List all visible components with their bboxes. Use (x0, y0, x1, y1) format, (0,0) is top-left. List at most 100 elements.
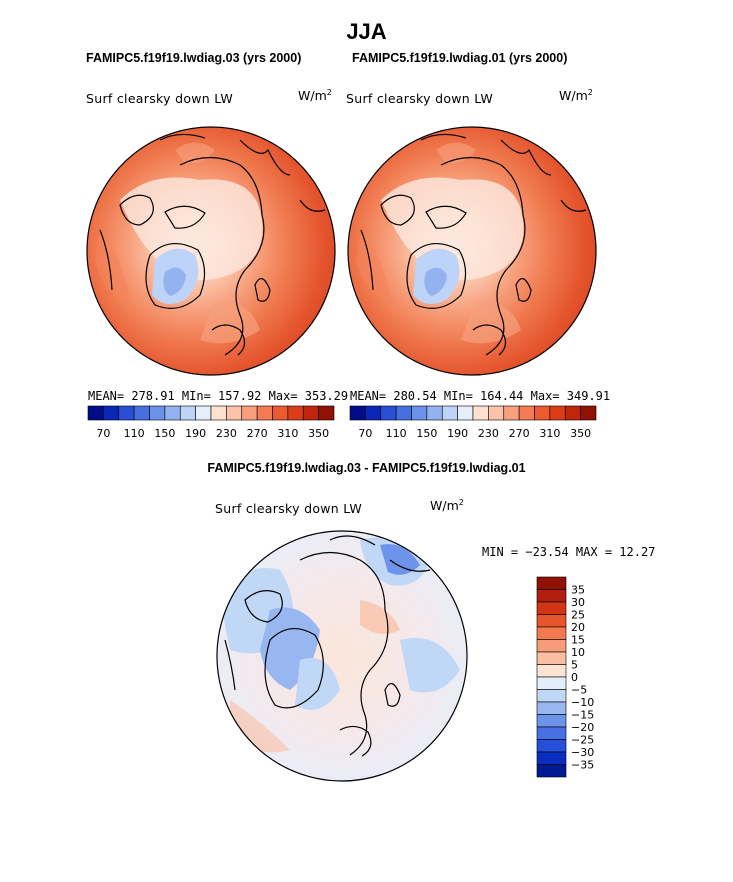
colorbar-tick-label: 15 (571, 634, 585, 647)
colorbar-swatch (536, 689, 567, 703)
colorbar-swatch (149, 405, 166, 421)
map-2-border (347, 126, 597, 376)
colorbar-tick-label: 230 (216, 427, 237, 440)
colorbar-swatch (536, 714, 567, 728)
colorbar-tick-label: 30 (571, 596, 585, 609)
colorbar-swatch (380, 405, 397, 421)
colorbar-swatch (395, 405, 412, 421)
panel-1-case-title: FAMIPC5.f19f19.lwdiag.03 (yrs 2000) (86, 51, 302, 65)
colorbar-tick-label: −10 (571, 696, 594, 709)
colorbar-swatch (133, 405, 150, 421)
colorbar-tick-label: 310 (277, 427, 298, 440)
colorbar-swatch (503, 405, 520, 421)
colorbar-tick-label: 350 (308, 427, 329, 440)
panel-2-stats: MEAN= 280.54 MIn= 164.44 Max= 349.91 (350, 389, 611, 403)
colorbar-swatch (272, 405, 289, 421)
colorbar-tick-label: 270 (247, 427, 268, 440)
colorbar-swatch (365, 405, 382, 421)
colorbar-tick-label: 110 (124, 427, 145, 440)
colorbar-swatch (536, 726, 567, 740)
colorbar-tick-label: −35 (571, 759, 594, 772)
colorbar-swatch (457, 405, 474, 421)
colorbar-swatch (179, 405, 196, 421)
colorbar-swatch (472, 405, 489, 421)
colorbar-swatch (536, 651, 567, 665)
colorbar-swatch (164, 405, 181, 421)
polar-map-case-01 (348, 127, 596, 375)
colorbar-swatch (118, 405, 135, 421)
colorbar-swatch (241, 405, 258, 421)
colorbar-swatch (549, 405, 566, 421)
colorbar-swatch (536, 626, 567, 640)
colorbar-swatch (536, 739, 567, 753)
diff-variable-label: Surf clearsky down LW (215, 501, 363, 516)
colorbar-tick-label: 25 (571, 609, 585, 622)
colorbar-tick-label: 230 (478, 427, 499, 440)
colorbar-tick-label: 110 (386, 427, 407, 440)
colorbar-swatch (536, 614, 567, 628)
panel-1-units: W/m2 (298, 88, 332, 104)
colorbar-tick-label: 270 (509, 427, 530, 440)
polar-map-difference (217, 531, 467, 781)
colorbar-swatch (536, 576, 567, 590)
map-diff-border (216, 530, 468, 782)
colorbar-swatch (536, 601, 567, 615)
colorbar-swatch (349, 405, 366, 421)
colorbar-tick-label: 35 (571, 584, 585, 597)
colorbar-case-03: 70 110 150 190 230 270 310 350 (87, 405, 335, 440)
colorbar-tick-label: 5 (571, 659, 578, 672)
colorbar-swatch (441, 405, 458, 421)
polar-map-case-03 (87, 127, 335, 375)
colorbar-swatch (536, 764, 567, 778)
colorbar-tick-label: 20 (571, 621, 585, 634)
colorbar-swatch (411, 405, 428, 421)
colorbar-swatch (518, 405, 535, 421)
colorbar-case-01: 70 110 150 190 230 270 310 350 (349, 405, 597, 440)
colorbar-swatch (536, 664, 567, 678)
colorbar-tick-label: −5 (571, 684, 587, 697)
colorbar-swatch (302, 405, 319, 421)
page-title: JJA (346, 19, 387, 44)
panel-1-variable-label: Surf clearsky down LW (86, 91, 234, 106)
colorbar-swatch (87, 405, 104, 421)
colorbar-swatch (580, 405, 597, 421)
colorbar-swatch (318, 405, 335, 421)
colorbar-swatch (210, 405, 227, 421)
map-1-border (86, 126, 336, 376)
diff-units: W/m2 (430, 498, 464, 514)
panel-2-case-title: FAMIPC5.f19f19.lwdiag.01 (yrs 2000) (352, 51, 568, 65)
colorbar-tick-label: 10 (571, 646, 585, 659)
colorbar-tick-label: 150 (416, 427, 437, 440)
colorbar-swatch (536, 639, 567, 653)
colorbar-tick-label: 70 (96, 427, 110, 440)
colorbar-tick-label: 70 (358, 427, 372, 440)
colorbar-swatch (426, 405, 443, 421)
colorbar-swatch (488, 405, 505, 421)
colorbar-swatch (103, 405, 120, 421)
colorbar-swatch (536, 701, 567, 715)
panel-1-stats: MEAN= 278.91 MIn= 157.92 Max= 353.29 (88, 389, 349, 403)
diff-minmax: MIN = −23.54 MAX = 12.27 (482, 545, 656, 559)
colorbar-swatch (226, 405, 243, 421)
colorbar-tick-label: 0 (571, 671, 578, 684)
colorbar-tick-label: −30 (571, 746, 594, 759)
colorbar-swatch (287, 405, 304, 421)
colorbar-swatch (256, 405, 273, 421)
colorbar-swatch (534, 405, 551, 421)
colorbar-tick-label: 150 (154, 427, 175, 440)
colorbar-tick-label: −15 (571, 709, 594, 722)
colorbar-swatch (564, 405, 581, 421)
colorbar-swatch (536, 589, 567, 603)
colorbar-tick-label: 190 (447, 427, 468, 440)
colorbar-tick-label: −25 (571, 734, 594, 747)
diff-case-title: FAMIPC5.f19f19.lwdiag.03 - FAMIPC5.f19f1… (207, 461, 526, 475)
colorbar-swatch (536, 751, 567, 765)
colorbar-swatch (195, 405, 212, 421)
colorbar-tick-label: 190 (185, 427, 206, 440)
colorbar-tick-label: 350 (570, 427, 591, 440)
colorbar-tick-label: 310 (539, 427, 560, 440)
panel-2-variable-label: Surf clearsky down LW (346, 91, 494, 106)
panel-2-units: W/m2 (559, 88, 593, 104)
